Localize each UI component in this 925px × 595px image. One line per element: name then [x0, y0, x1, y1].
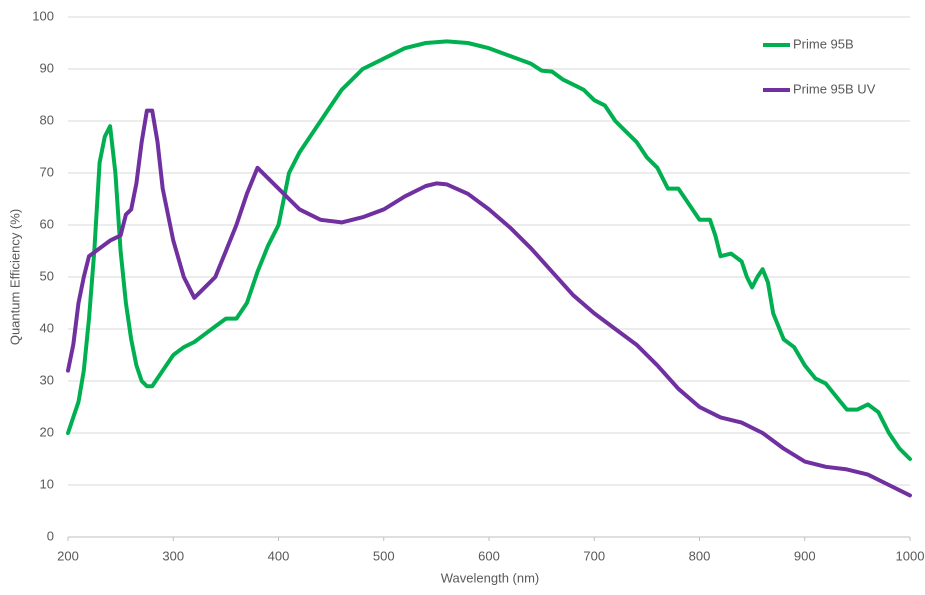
y-tick-label: 20	[40, 424, 54, 439]
y-axis-label: Quantum Efficiency (%)	[7, 209, 22, 345]
y-tick-label: 60	[40, 216, 54, 231]
y-tick-label: 80	[40, 112, 54, 127]
y-tick-label: 0	[47, 528, 54, 543]
y-tick-label: 100	[32, 8, 54, 23]
series-line	[66, 108, 912, 498]
x-axis-label: Wavelength (nm)	[441, 570, 540, 585]
x-tick-label: 800	[689, 548, 711, 563]
legend-label: Prime 95B UV	[793, 81, 876, 96]
x-tick-label: 1000	[896, 548, 925, 563]
x-tick-label: 400	[268, 548, 290, 563]
x-tick-label: 900	[794, 548, 816, 563]
y-tick-label: 10	[40, 476, 54, 491]
x-tick-label: 200	[57, 548, 79, 563]
x-tick-label: 300	[162, 548, 184, 563]
series-line	[66, 39, 912, 461]
y-tick-label: 30	[40, 372, 54, 387]
x-tick-label: 600	[478, 548, 500, 563]
y-tick-label: 50	[40, 268, 54, 283]
x-tick-label: 500	[373, 548, 395, 563]
y-tick-label: 40	[40, 320, 54, 335]
legend-label: Prime 95B	[793, 36, 854, 51]
y-tick-label: 90	[40, 60, 54, 75]
y-tick-label: 70	[40, 164, 54, 179]
x-tick-label: 700	[583, 548, 605, 563]
